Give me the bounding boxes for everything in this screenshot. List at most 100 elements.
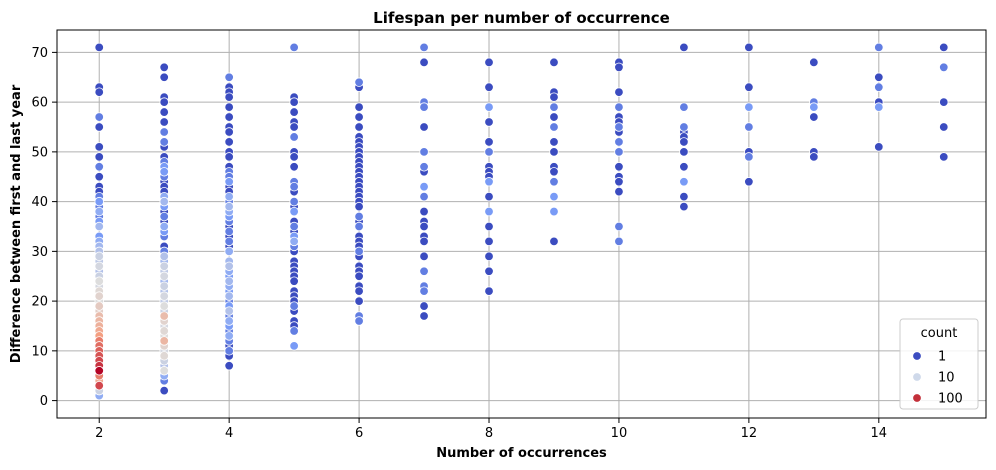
legend-marker <box>912 351 922 361</box>
data-point <box>549 236 559 247</box>
data-point <box>419 102 429 112</box>
data-point <box>94 112 104 122</box>
data-point <box>679 122 689 132</box>
data-point <box>224 112 234 122</box>
plot-frame <box>56 29 987 419</box>
data-point <box>939 97 949 107</box>
data-point <box>94 276 104 286</box>
data-point <box>809 57 819 68</box>
data-point <box>419 301 429 311</box>
data-point <box>94 196 104 207</box>
data-point <box>159 167 169 177</box>
data-point <box>94 162 104 172</box>
data-point <box>159 221 169 232</box>
data-point <box>159 301 169 311</box>
data-point <box>289 181 299 192</box>
data-point <box>224 177 234 187</box>
data-point <box>159 196 169 207</box>
data-point <box>549 177 559 187</box>
data-point <box>549 191 559 202</box>
data-point <box>614 122 624 132</box>
data-point <box>614 177 624 187</box>
data-point <box>549 112 559 122</box>
data-point <box>419 147 429 157</box>
data-point <box>159 261 169 271</box>
legend: count 1 10 100 <box>899 318 979 410</box>
data-point <box>289 122 299 132</box>
x-axis-title: Number of occurrences <box>436 446 607 461</box>
y-tick-label: 60 <box>31 96 48 111</box>
legend-title: count <box>921 326 958 341</box>
data-point <box>614 221 624 232</box>
data-point <box>159 211 169 222</box>
data-point <box>614 62 624 73</box>
data-point <box>419 206 429 217</box>
x-tick-label: 8 <box>485 426 493 441</box>
data-point <box>289 132 299 142</box>
data-point <box>159 271 169 281</box>
data-point <box>874 42 884 53</box>
data-point <box>614 137 624 147</box>
data-point <box>484 177 494 187</box>
data-point <box>354 77 364 87</box>
data-point <box>159 326 169 336</box>
data-point <box>419 181 429 192</box>
data-point <box>224 201 234 212</box>
data-point <box>614 87 624 97</box>
data-point <box>159 117 169 127</box>
data-point <box>159 351 169 361</box>
data-point <box>744 122 754 132</box>
data-point <box>354 102 364 112</box>
data-point <box>289 276 299 286</box>
data-point <box>94 251 104 262</box>
data-point <box>354 221 364 232</box>
data-point <box>939 152 949 162</box>
data-point <box>939 122 949 132</box>
points-layer <box>94 42 949 401</box>
data-point <box>809 152 819 162</box>
data-point <box>94 301 104 311</box>
legend-label: 100 <box>938 392 963 407</box>
data-point <box>224 191 234 202</box>
data-point <box>289 107 299 117</box>
data-point <box>419 251 429 262</box>
data-point <box>224 346 234 356</box>
data-point <box>94 261 104 271</box>
y-tick-label: 20 <box>31 295 48 310</box>
data-point <box>224 152 234 162</box>
data-point <box>549 167 559 177</box>
data-point <box>224 72 234 82</box>
data-point <box>614 147 624 157</box>
data-point <box>159 251 169 262</box>
data-point <box>224 331 234 341</box>
data-point <box>94 366 104 376</box>
data-point <box>419 191 429 202</box>
x-tick-label: 10 <box>611 426 628 441</box>
data-point <box>419 122 429 132</box>
data-point <box>809 102 819 112</box>
data-point <box>419 236 429 247</box>
data-point <box>874 82 884 92</box>
data-point <box>94 42 104 53</box>
data-point <box>94 142 104 152</box>
data-point <box>224 102 234 112</box>
data-point <box>419 42 429 53</box>
data-point <box>224 137 234 147</box>
data-point <box>549 206 559 217</box>
data-point <box>679 201 689 212</box>
data-point <box>809 112 819 122</box>
data-point <box>224 316 234 326</box>
x-tick-label: 2 <box>95 426 103 441</box>
data-point <box>549 137 559 147</box>
data-point <box>679 191 689 202</box>
data-point <box>549 57 559 68</box>
data-point <box>94 87 104 97</box>
data-point <box>224 127 234 137</box>
data-point <box>419 221 429 232</box>
data-point <box>549 102 559 112</box>
legend-marker <box>912 393 922 403</box>
ticks-layer: 2 4 6 8 10 12 14 0 10 20 30 40 50 60 70 <box>31 46 887 441</box>
data-point <box>94 152 104 162</box>
data-point <box>679 162 689 172</box>
